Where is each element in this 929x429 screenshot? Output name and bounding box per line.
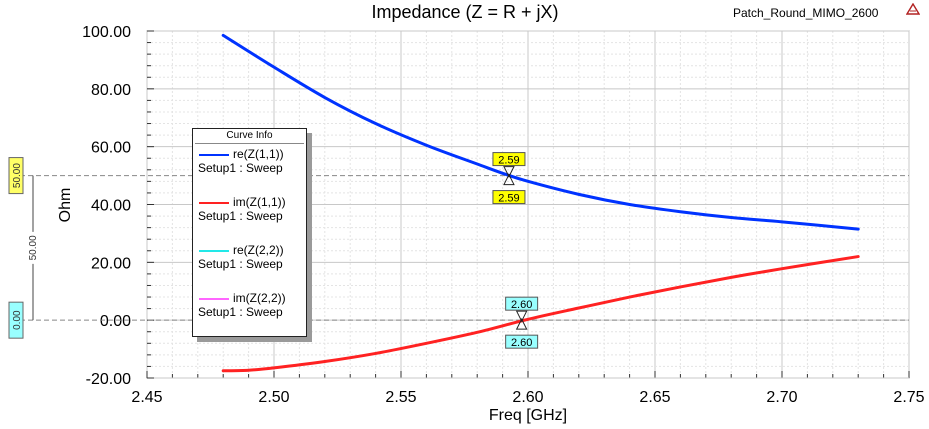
x-tick-label: 2.45 [131, 389, 162, 406]
reference-tag-box [8, 157, 24, 195]
marker-label-top: 2.59 [498, 155, 519, 167]
legend-series-name: re(Z(2,2)) [233, 243, 284, 257]
marker-label-bottom: 2.60 [511, 337, 532, 349]
ansys-logo-icon [906, 3, 920, 15]
marker-triangle-up [503, 166, 515, 178]
marker-triangle-down [515, 318, 528, 330]
series-line-im-z-1-1 [221, 255, 860, 373]
delta-label-bg [27, 231, 39, 264]
reference-tag-label: 0.00 [12, 310, 23, 330]
legend-series-name: im(Z(2,2)) [233, 291, 286, 305]
x-tick-label: 2.55 [385, 389, 416, 406]
legend-series-setup: Setup1 : Sweep [198, 305, 283, 319]
legend-series-name: re(Z(1,1)) [233, 147, 284, 161]
y-tick-label: -20.00 [86, 371, 131, 388]
reference-tag: 0.00 [8, 301, 24, 339]
x-tick-label: 2.65 [639, 389, 670, 406]
legend-series-setup: Setup1 : Sweep [198, 161, 283, 175]
y-tick-label: 40.00 [91, 198, 131, 215]
y-axis-label: Ohm [57, 188, 74, 223]
marker-2-59: 2.59 2.59 [492, 152, 526, 205]
series-line-re-z-1-1 [221, 33, 860, 231]
y-tick-label: 60.00 [91, 140, 131, 157]
y-tick-label: 20.00 [91, 255, 131, 272]
marker-triangle-down [503, 173, 515, 186]
reference-tag: 50.00 [8, 157, 24, 195]
y-tick-label: 80.00 [91, 82, 131, 99]
legend[interactable]: Curve Info re(Z(1,1)) Setup1 : Sweep im(… [192, 128, 307, 337]
legend-swatch [199, 202, 229, 204]
reference-tag-label: 50.00 [12, 163, 23, 188]
y-tick-label: 100.00 [82, 24, 131, 41]
legend-entry[interactable]: im(Z(2,2)) Setup1 : Sweep [193, 290, 306, 324]
legend-entry[interactable]: re(Z(2,2)) Setup1 : Sweep [193, 242, 306, 276]
legend-swatch [199, 298, 229, 300]
legend-swatch [199, 154, 229, 156]
legend-series-name: im(Z(1,1)) [233, 195, 286, 209]
legend-swatch [199, 250, 229, 252]
marker-label-box-bottom [492, 190, 526, 205]
marker-label-bottom: 2.59 [498, 193, 519, 205]
legend-entry[interactable]: re(Z(1,1)) Setup1 : Sweep [193, 146, 306, 180]
marker-label-box-top [505, 296, 539, 311]
legend-series-setup: Setup1 : Sweep [198, 209, 283, 223]
x-tick-label: 2.75 [893, 389, 924, 406]
chart-title: Impedance (Z = R + jX) [371, 2, 559, 22]
marker-triangle-up [515, 310, 528, 323]
reference-tag-box [8, 301, 24, 339]
x-tick-label: 2.70 [766, 389, 797, 406]
marker-label-box-bottom [505, 334, 539, 349]
design-name: Patch_Round_MIMO_2600 [733, 6, 879, 20]
marker-label-top: 2.60 [511, 299, 532, 311]
y-tick-label: 0.00 [100, 313, 131, 330]
x-tick-label: 2.50 [258, 389, 289, 406]
marker-2-60: 2.60 2.60 [505, 296, 539, 349]
delta-label: 50.00 [28, 235, 39, 260]
x-tick-label: 2.60 [512, 389, 543, 406]
legend-entry[interactable]: im(Z(1,1)) Setup1 : Sweep [193, 194, 306, 228]
marker-label-box-top [492, 152, 526, 167]
legend-series-setup: Setup1 : Sweep [198, 257, 283, 271]
legend-title: Curve Info [195, 129, 304, 144]
x-axis-label: Freq [GHz] [489, 407, 567, 424]
